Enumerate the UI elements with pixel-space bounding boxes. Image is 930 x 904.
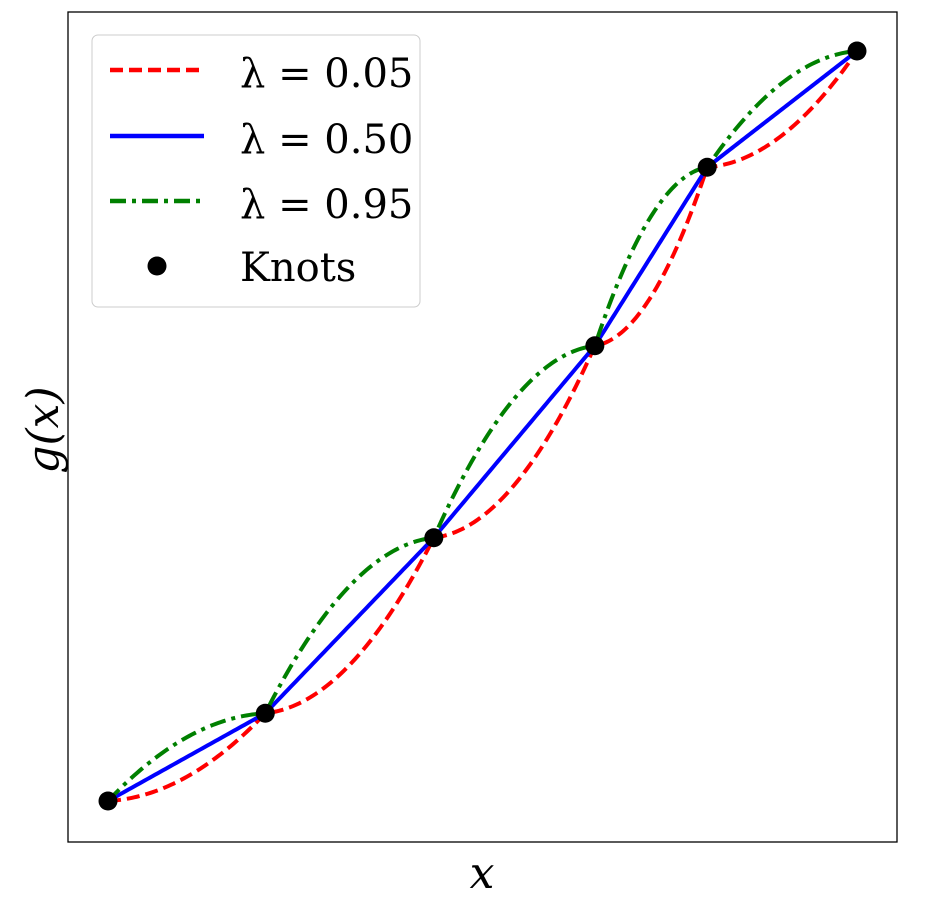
plot-frame <box>67 11 898 843</box>
legend-label-lambda-095: λ = 0.95 <box>240 182 413 228</box>
legend-label-lambda-005: λ = 0.05 <box>240 51 413 97</box>
knot-point <box>98 791 118 811</box>
x-axis-label: x <box>470 848 495 899</box>
knot-point <box>424 528 444 548</box>
y-axis-label: g(x) <box>18 386 69 473</box>
legend-label-knots: Knots <box>240 245 356 291</box>
legend-box <box>91 34 421 308</box>
knot-point <box>255 703 275 723</box>
plot-area <box>67 11 898 843</box>
knot-point <box>697 157 717 177</box>
knot-point <box>585 336 605 356</box>
series-group <box>106 49 859 803</box>
knots-group <box>98 41 867 811</box>
series-line-3 <box>106 49 858 803</box>
knot-point <box>847 41 867 61</box>
series-line-1 <box>107 49 859 803</box>
legend: λ = 0.05 λ = 0.50 λ = 0.95 Knots <box>91 34 421 308</box>
legend-marker-knots <box>147 256 167 276</box>
series-line-2 <box>107 49 859 803</box>
legend-label-lambda-050: λ = 0.50 <box>240 117 413 163</box>
